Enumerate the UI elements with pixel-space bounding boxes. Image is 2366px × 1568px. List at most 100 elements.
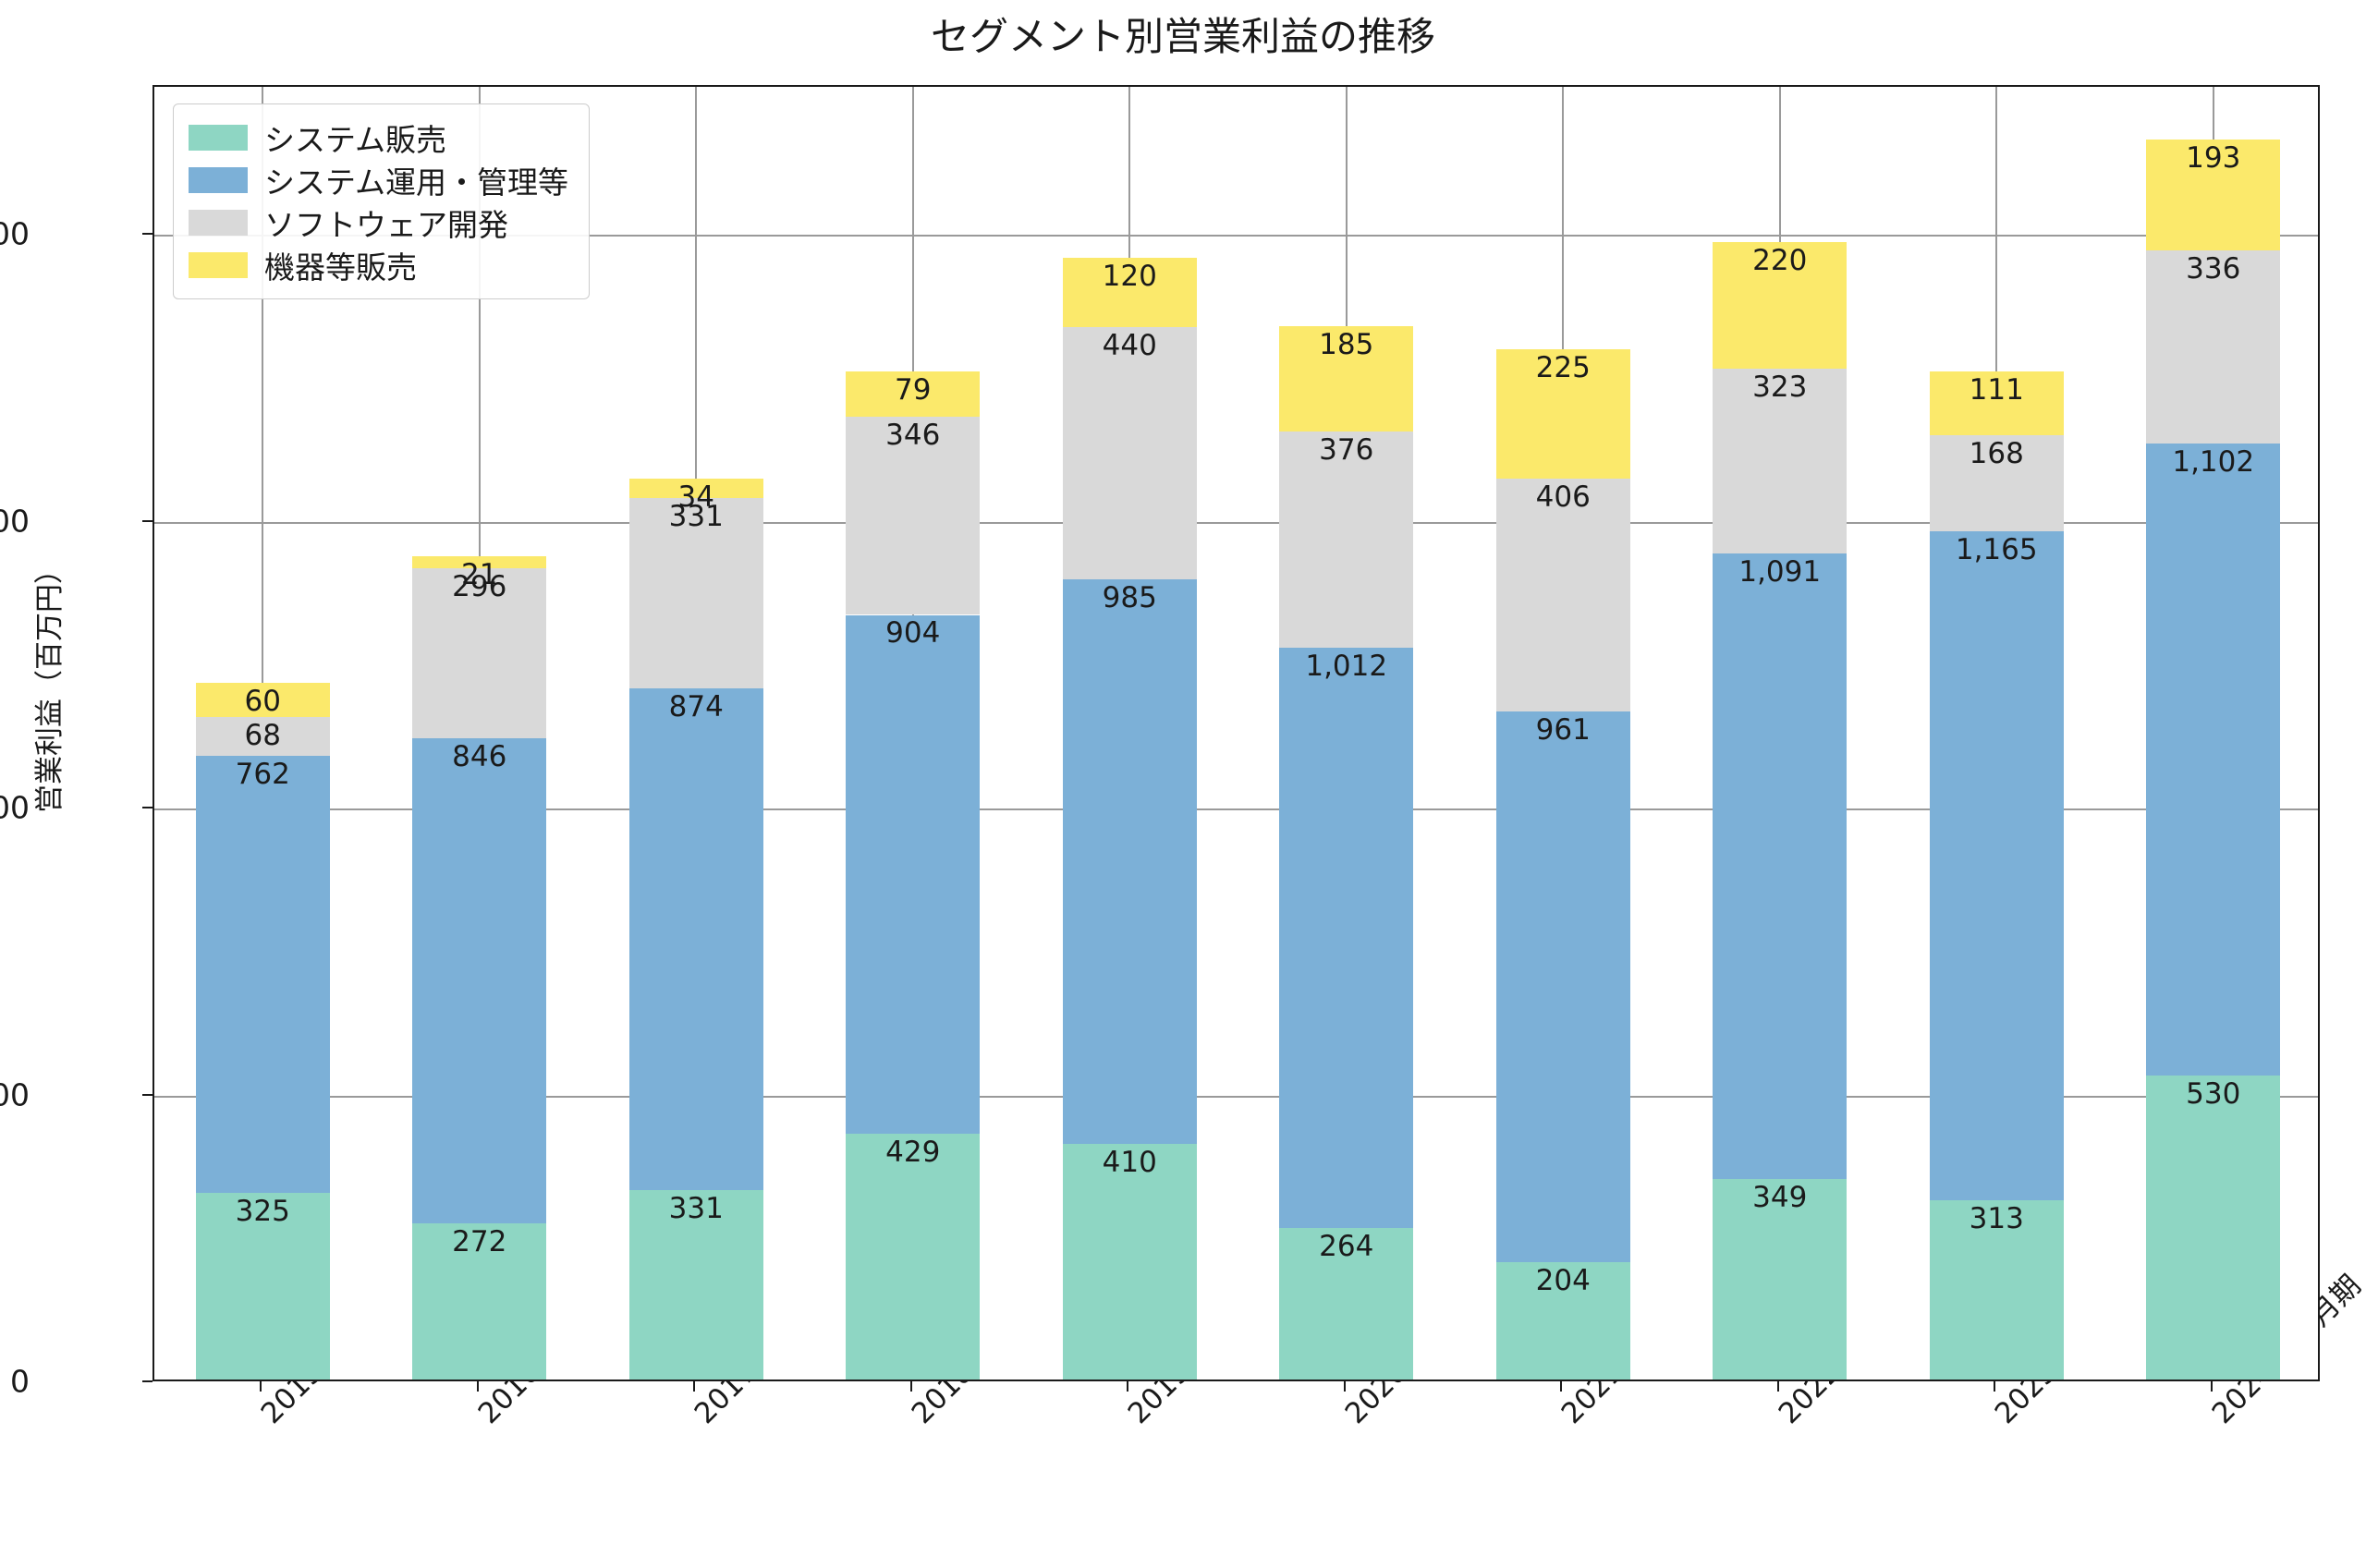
bar-segment[interactable] <box>1929 435 2064 532</box>
x-tick-mark <box>1994 1381 1996 1392</box>
x-tick-mark <box>476 1381 479 1392</box>
bar-segment[interactable] <box>1062 1144 1197 1380</box>
bar-segment[interactable] <box>1279 432 1414 648</box>
bar-segment[interactable] <box>412 568 547 738</box>
bar-value-label: 440 <box>1102 328 1157 362</box>
bar-segment[interactable] <box>1929 1199 2064 1380</box>
chart-legend: システム販売システム運用・管理等 ソフトウェア開発 機器等販売 <box>173 103 591 299</box>
bar-value-label: 185 <box>1319 327 1374 361</box>
bar-value-label: 349 <box>1752 1181 1808 1215</box>
bar-value-label: 220 <box>1752 243 1808 277</box>
bar-segment[interactable] <box>846 1133 981 1380</box>
bar-segment[interactable] <box>1062 326 1197 579</box>
bar-stack[interactable]: 204 961 406 225 <box>1495 83 1630 1380</box>
bar-stack[interactable]: 325 762 68 60 <box>195 83 330 1380</box>
bar-value-label: 68 <box>244 718 281 752</box>
bar-segment[interactable] <box>1495 1262 1630 1380</box>
bar-segment[interactable] <box>1713 1179 1848 1380</box>
bar-value-label: 904 <box>885 616 941 650</box>
x-tick-label: 2019年03月期 <box>1116 1269 1284 1431</box>
y-tick-label: 1,000 <box>0 789 30 826</box>
x-tick-mark <box>2210 1381 2213 1392</box>
bar-value-label: 204 <box>1535 1264 1591 1298</box>
legend-swatch-icon <box>189 167 248 193</box>
plot-area: 325 762 68 60 272 846 296 21 331 874 331 34 429 904 34… <box>152 85 2320 1381</box>
y-tick-mark <box>142 233 152 236</box>
bar-segment[interactable] <box>2146 250 2281 444</box>
bar-stack[interactable]: 349 1,091 323 220 <box>1713 83 1848 1380</box>
legend-swatch-icon <box>189 210 248 236</box>
y-axis-label: 営業利益（百万円） <box>33 555 67 813</box>
bar-segment[interactable] <box>846 416 981 615</box>
bar-segment[interactable] <box>2146 140 2281 251</box>
bar-stack[interactable]: 313 1,165 168 111 <box>1929 83 2064 1380</box>
bar-segment[interactable] <box>846 371 981 417</box>
legend-item-label: システム運用・管理等 <box>264 164 569 201</box>
x-tick-mark <box>693 1381 696 1392</box>
x-tick-label: 2020年03月期 <box>1334 1269 1500 1431</box>
bar-value-label: 874 <box>668 689 724 723</box>
x-tick-label: 2024年03月期 <box>2201 1269 2366 1431</box>
bar-segment[interactable] <box>846 614 981 1134</box>
bar-value-label: 272 <box>452 1225 507 1259</box>
bar-segment[interactable] <box>195 756 330 1194</box>
bar-stack[interactable]: 331 874 331 34 <box>628 83 763 1380</box>
bar-stack[interactable]: 410 985 440 120 <box>1062 83 1197 1380</box>
bar-segment[interactable] <box>1929 531 2064 1200</box>
x-tick-mark <box>1127 1381 1129 1392</box>
bar-segment[interactable] <box>1495 478 1630 711</box>
bar-stack[interactable]: 272 846 296 21 <box>412 83 547 1380</box>
bar-value-label: 111 <box>1969 373 2024 407</box>
bar-value-label: 1,102 <box>2172 444 2255 479</box>
bar-stack[interactable]: 429 904 346 79 <box>846 83 981 1380</box>
x-tick-label: 2015年03月期 <box>250 1269 417 1431</box>
chart-title: セグメント別営業利益の推移 <box>930 14 1435 59</box>
bar-segment[interactable] <box>1929 371 2064 436</box>
bar-segment[interactable] <box>1062 258 1197 327</box>
bar-segment[interactable] <box>1279 647 1414 1229</box>
bar-segment[interactable] <box>412 737 547 1224</box>
x-tick-label: 2017年03月期 <box>683 1269 850 1431</box>
bar-segment[interactable] <box>1279 325 1414 432</box>
x-tick-mark <box>1776 1381 1779 1392</box>
bar-segment[interactable] <box>195 717 330 757</box>
bar-stack[interactable]: 264 1,012 376 185 <box>1279 83 1414 1380</box>
y-tick-label: 0 <box>10 1363 30 1400</box>
bar-segment[interactable] <box>1713 241 1848 369</box>
bar-value-label: 376 <box>1319 433 1374 468</box>
legend-item-label: ソフトウェア開発 <box>264 207 508 243</box>
gridline-horizontal <box>154 521 2318 524</box>
legend-item-1[interactable]: システム販売 <box>189 116 568 159</box>
bar-value-label: 331 <box>668 1191 724 1225</box>
legend-item-4[interactable]: 機器等販売 <box>189 244 568 286</box>
bar-segment[interactable] <box>1062 579 1197 1145</box>
bar-segment[interactable] <box>628 479 763 499</box>
bar-segment[interactable] <box>628 687 763 1190</box>
bar-segment[interactable] <box>1713 368 1848 554</box>
bar-segment[interactable] <box>1713 553 1848 1180</box>
bar-segment[interactable] <box>412 1223 547 1380</box>
legend-item-2[interactable]: システム運用・管理等 <box>189 159 568 201</box>
bar-segment[interactable] <box>195 1193 330 1380</box>
bar-segment[interactable] <box>628 498 763 688</box>
bar-value-label: 264 <box>1319 1230 1374 1264</box>
bar-segment[interactable] <box>1495 711 1630 1263</box>
bar-segment[interactable] <box>1495 349 1630 479</box>
bar-value-label: 1,012 <box>1305 649 1388 683</box>
bar-segment[interactable] <box>1279 1228 1414 1380</box>
bar-segment[interactable] <box>412 556 547 569</box>
legend-item-3[interactable]: ソフトウェア開発 <box>189 201 568 244</box>
bar-value-label: 336 <box>2186 252 2241 286</box>
y-tick-mark <box>142 1380 152 1382</box>
y-tick-label: 1,500 <box>0 503 30 540</box>
bar-value-label: 34 <box>677 480 714 515</box>
legend-swatch-icon <box>189 125 248 151</box>
bar-stack[interactable]: 530 1,102 336 193 <box>2146 83 2281 1380</box>
legend-swatch-icon <box>189 252 248 278</box>
bar-segment[interactable] <box>2146 1075 2281 1380</box>
bar-segment[interactable] <box>195 682 330 717</box>
bar-segment[interactable] <box>628 1189 763 1380</box>
x-tick-mark <box>1560 1381 1563 1392</box>
bar-segment[interactable] <box>2146 443 2281 1076</box>
gridline-horizontal <box>154 1095 2318 1098</box>
